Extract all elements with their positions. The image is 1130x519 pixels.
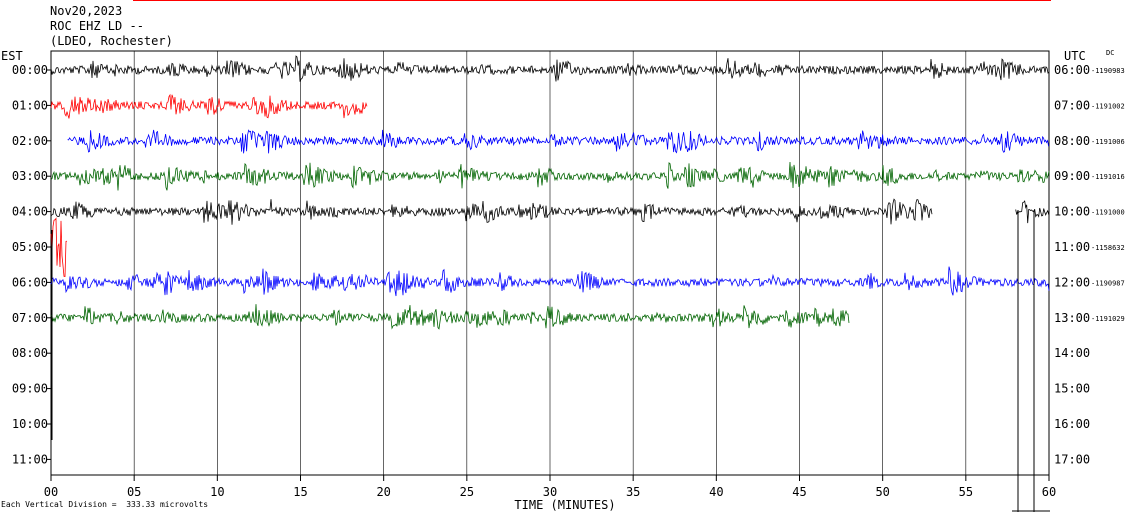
x-tick-label-40: 40 [709, 485, 723, 499]
trace-04:00 [50, 198, 933, 225]
dc-value-07:00: -1191002 [1091, 102, 1125, 110]
x-tick-label-15: 15 [293, 485, 307, 499]
est-label-11:00: 11:00 [12, 452, 48, 466]
utc-label-07:00: 07:00 [1054, 98, 1090, 112]
dc-value-12:00: -1190987 [1091, 279, 1125, 287]
chart-title-date: Nov20,2023 [50, 4, 123, 18]
grid [50, 50, 1050, 481]
trace-05:00 [50, 217, 68, 277]
top-red-line [133, 0, 1051, 1]
dc-value-13:00: -1191029 [1091, 315, 1125, 323]
x-tick-label-10: 10 [210, 485, 224, 499]
est-label-04:00: 04:00 [12, 205, 48, 219]
x-axis-title: TIME (MINUTES) [514, 498, 616, 512]
chart-title-network: (LDEO, Rochester) [50, 34, 173, 48]
x-tick-label-35: 35 [626, 485, 640, 499]
chart-title-station: ROC EHZ LD -- [50, 19, 144, 33]
utc-label-17:00: 17:00 [1054, 452, 1090, 466]
utc-label-08:00: 08:00 [1054, 134, 1090, 148]
dc-value-08:00: -1191006 [1091, 138, 1125, 146]
trace-01:00 [50, 93, 368, 119]
utc-label-06:00: 06:00 [1054, 63, 1090, 77]
x-tick-label-00: 00 [44, 485, 58, 499]
utc-label-09:00: 09:00 [1054, 169, 1090, 183]
utc-label-11:00: 11:00 [1054, 240, 1090, 254]
est-label-00:00: 00:00 [12, 63, 48, 77]
est-label-05:00: 05:00 [12, 240, 48, 254]
est-label-07:00: 07:00 [12, 311, 48, 325]
est-axis-title: EST [1, 49, 23, 63]
utc-label-13:00: 13:00 [1054, 311, 1090, 325]
x-tick-label-05: 05 [127, 485, 141, 499]
trace-07:00 [50, 304, 850, 330]
utc-label-10:00: 10:00 [1054, 205, 1090, 219]
trace-03:00 [50, 161, 1050, 191]
utc-label-16:00: 16:00 [1054, 417, 1090, 431]
dc-value-10:00: -1191000 [1091, 209, 1125, 217]
dc-axis-title: DC [1106, 49, 1115, 57]
trace-02:00 [67, 129, 1049, 154]
scale-footnote: Each Vertical Division = 333.33 microvol… [1, 500, 209, 509]
utc-label-14:00: 14:00 [1054, 346, 1090, 360]
x-tick-label-20: 20 [376, 485, 390, 499]
est-label-01:00: 01:00 [12, 98, 48, 112]
x-tick-label-45: 45 [792, 485, 806, 499]
utc-axis-title: UTC [1064, 49, 1086, 63]
x-tick-label-30: 30 [543, 485, 557, 499]
x-tick-label-25: 25 [460, 485, 474, 499]
trace-extra-0 [1015, 200, 1050, 224]
dc-value-11:00: -1158632 [1091, 244, 1125, 252]
est-label-06:00: 06:00 [12, 275, 48, 289]
trace-06:00 [50, 266, 1050, 297]
traces [50, 55, 1050, 512]
x-tick-label-50: 50 [875, 485, 889, 499]
dc-value-09:00: -1191016 [1091, 173, 1125, 181]
trace-00:00 [50, 55, 1050, 82]
utc-label-12:00: 12:00 [1054, 275, 1090, 289]
est-label-10:00: 10:00 [12, 417, 48, 431]
x-tick-label-55: 55 [959, 485, 973, 499]
x-tick-label-60: 60 [1042, 485, 1056, 499]
utc-label-15:00: 15:00 [1054, 382, 1090, 396]
est-label-02:00: 02:00 [12, 134, 48, 148]
est-label-08:00: 08:00 [12, 346, 48, 360]
dc-value-06:00: -1190983 [1091, 67, 1125, 75]
est-label-09:00: 09:00 [12, 382, 48, 396]
est-label-03:00: 03:00 [12, 169, 48, 183]
